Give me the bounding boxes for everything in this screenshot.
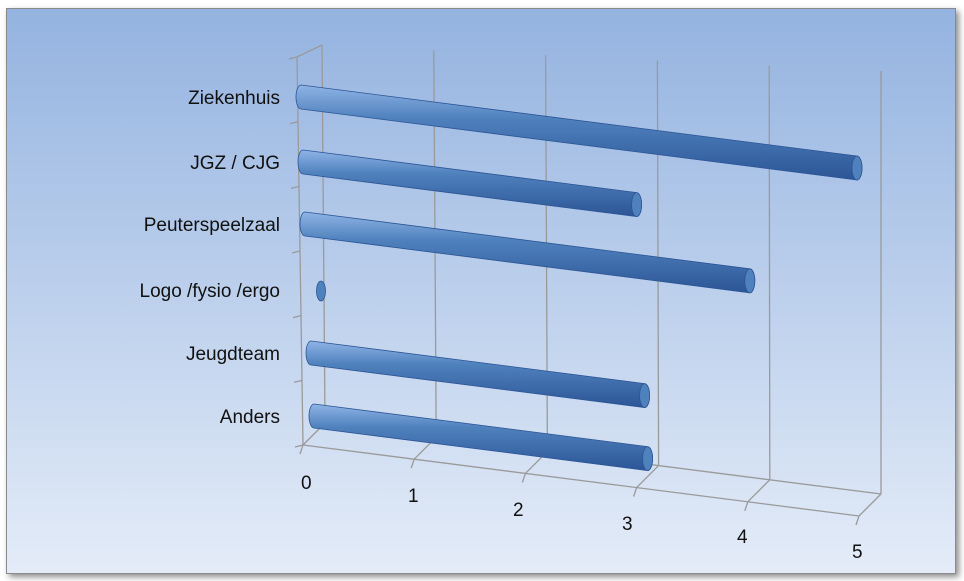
bar-end-cap-5 <box>642 446 653 472</box>
bar-end-cap-1 <box>631 192 642 218</box>
x-tick-0 <box>299 444 304 455</box>
category-label: Peuterspeelzaal <box>144 215 280 236</box>
floor-line-5 <box>858 493 882 517</box>
chart-frame: Ziekenhuis JGZ / CJG Peuterspeelzaal Logo /… <box>6 8 956 574</box>
x-tick-label: 5 <box>852 542 863 563</box>
y-tick-3 <box>291 250 301 254</box>
category-labels: Ziekenhuis JGZ / CJG Peuterspeelzaal Logo /… <box>140 88 280 428</box>
floor-line-4 <box>747 479 771 503</box>
x-tick-label: 1 <box>408 486 419 507</box>
y-tick-5 <box>293 379 303 383</box>
bar-end-cap-2 <box>744 268 756 294</box>
y-tick-1 <box>289 121 299 125</box>
category-label: Jeugdteam <box>186 344 280 365</box>
category-label: JGZ / CJG <box>190 153 280 174</box>
x-tick-labels: 0 1 2 3 4 5 <box>301 473 863 563</box>
gridline-4 <box>768 65 771 480</box>
x-tick-label: 0 <box>301 473 312 494</box>
x-axis-line <box>302 444 860 517</box>
y-axis-top <box>296 44 323 58</box>
y-tick-4 <box>292 315 302 319</box>
x-tick-label: 2 <box>513 500 524 521</box>
category-label: Logo /fysio /ergo <box>140 281 280 302</box>
x-tick-5 <box>855 515 860 526</box>
x-tick-3 <box>632 487 638 497</box>
x-tick-1 <box>410 458 415 469</box>
bar-3 <box>316 280 326 302</box>
category-label: Anders <box>220 407 280 428</box>
bars <box>295 84 863 472</box>
chart-background <box>7 9 955 573</box>
category-label: Ziekenhuis <box>188 88 280 109</box>
bar-end-cap-4 <box>639 383 650 409</box>
bar-chart: Ziekenhuis JGZ / CJG Peuterspeelzaal Logo /… <box>7 9 955 573</box>
x-tick-label: 4 <box>737 527 748 548</box>
x-tick-4 <box>744 501 749 512</box>
y-tick-6 <box>294 444 304 448</box>
bar-end-cap-0 <box>851 155 863 181</box>
x-tick-2 <box>521 473 527 483</box>
x-tick-label: 3 <box>622 514 633 535</box>
y-tick-2 <box>290 185 300 189</box>
floor-line-3 <box>636 465 660 489</box>
y-tick-0 <box>288 56 298 60</box>
